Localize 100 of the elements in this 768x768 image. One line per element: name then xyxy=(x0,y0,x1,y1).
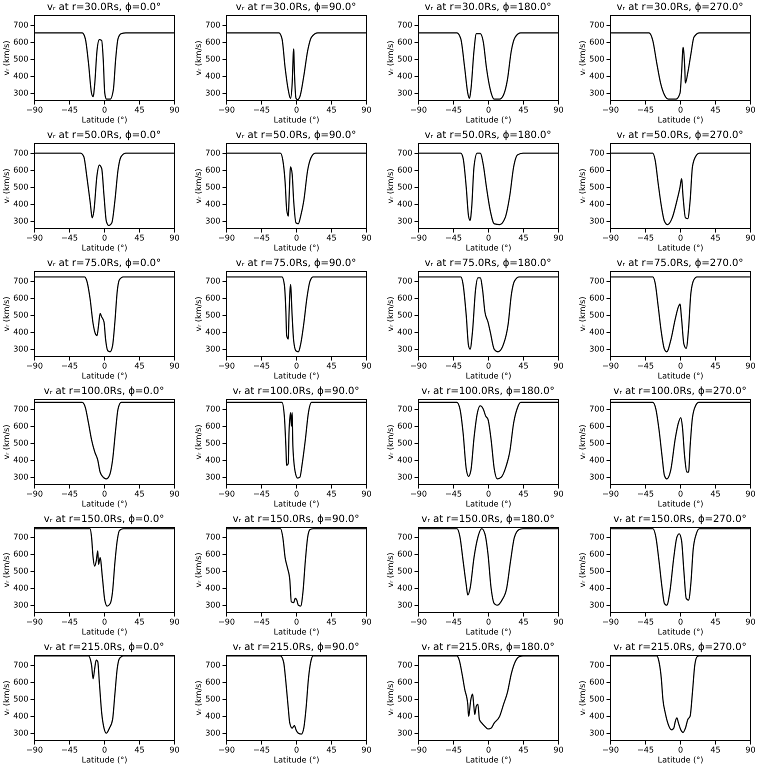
x-axis-title: Latitude (°) xyxy=(82,116,128,124)
x-tick-label: −90 xyxy=(410,362,427,370)
x-axis-title: Latitude (°) xyxy=(466,244,512,252)
x-tick-label: −45 xyxy=(445,618,462,626)
y-tick-label: 400 xyxy=(13,328,28,337)
x-tick-label: 0 xyxy=(486,618,492,626)
y-tick-label: 700 xyxy=(589,532,604,542)
x-tick-label: 90 xyxy=(553,234,564,242)
y-axis-title: vᵣ (km/s) xyxy=(386,552,396,588)
x-tick-label: 90 xyxy=(745,746,756,754)
x-tick-label: −45 xyxy=(637,234,654,242)
y-tick-label: 400 xyxy=(397,328,412,337)
x-axis-title: Latitude (°) xyxy=(82,244,128,252)
x-axis-title: Latitude (°) xyxy=(658,500,704,508)
chart-title: vᵣ at r=50.0Rs, ϕ=0.0° xyxy=(46,130,162,141)
y-axis-title: vᵣ (km/s) xyxy=(578,168,588,204)
chart-title: vᵣ at r=30.0Rs, ϕ=0.0° xyxy=(46,2,162,13)
y-tick-label: 300 xyxy=(397,472,412,482)
x-tick-label: 0 xyxy=(678,746,684,754)
chart-title: vᵣ at r=75.0Rs, ϕ=90.0° xyxy=(236,258,356,269)
y-tick-label: 400 xyxy=(397,72,412,81)
x-tick-label: −45 xyxy=(445,362,462,370)
y-tick-label: 500 xyxy=(205,438,220,448)
x-tick-label: −90 xyxy=(602,106,619,114)
x-tick-label: 90 xyxy=(169,106,180,114)
y-tick-label: 400 xyxy=(205,584,220,593)
x-tick-label: −90 xyxy=(410,234,427,242)
x-tick-label: −45 xyxy=(253,490,270,498)
x-tick-label: −45 xyxy=(445,490,462,498)
x-axis-title: Latitude (°) xyxy=(466,372,512,380)
x-tick-label: −90 xyxy=(602,234,619,242)
x-tick-label: −90 xyxy=(26,490,43,498)
y-tick-label: 300 xyxy=(589,88,604,98)
x-axis-title: Latitude (°) xyxy=(82,756,128,764)
x-tick-label: 45 xyxy=(710,234,721,242)
x-tick-label: 0 xyxy=(678,490,684,498)
y-tick-label: 600 xyxy=(397,678,412,687)
x-tick-label: 0 xyxy=(294,490,300,498)
y-tick-label: 700 xyxy=(13,532,28,542)
x-tick-label: 0 xyxy=(102,490,108,498)
x-tick-label: −45 xyxy=(61,618,78,626)
y-tick-label: 300 xyxy=(397,344,412,354)
y-tick-label: 500 xyxy=(397,694,412,704)
x-tick-label: −90 xyxy=(218,746,235,754)
y-tick-label: 400 xyxy=(397,456,412,465)
y-tick-label: 500 xyxy=(397,54,412,64)
x-tick-label: 0 xyxy=(678,618,684,626)
y-tick-label: 400 xyxy=(589,72,604,81)
x-tick-label: 0 xyxy=(102,362,108,370)
y-tick-label: 400 xyxy=(13,456,28,465)
x-tick-label: −45 xyxy=(637,746,654,754)
x-axis-title: Latitude (°) xyxy=(658,628,704,636)
x-axis-title: Latitude (°) xyxy=(274,628,320,636)
x-tick-label: 90 xyxy=(361,106,372,114)
x-axis-title: Latitude (°) xyxy=(658,372,704,380)
y-axis-title: vᵣ (km/s) xyxy=(2,680,12,716)
y-tick-label: 700 xyxy=(13,404,28,414)
chart-title: vᵣ at r=150.0Rs, ϕ=0.0° xyxy=(44,514,164,525)
y-tick-label: 700 xyxy=(397,148,412,158)
x-tick-label: 0 xyxy=(102,746,108,754)
x-axis-title: Latitude (°) xyxy=(274,116,320,124)
chart-title: vᵣ at r=215.0Rs, ϕ=270.0° xyxy=(613,642,747,653)
x-tick-label: 45 xyxy=(134,362,145,370)
x-axis-title: Latitude (°) xyxy=(274,756,320,764)
x-axis-title: Latitude (°) xyxy=(274,500,320,508)
y-tick-label: 300 xyxy=(205,344,220,354)
y-axis-title: vᵣ (km/s) xyxy=(386,168,396,204)
x-tick-label: 45 xyxy=(518,362,529,370)
y-tick-label: 500 xyxy=(13,182,28,192)
y-tick-label: 400 xyxy=(589,712,604,721)
x-tick-label: 0 xyxy=(486,362,492,370)
y-axis-title: vᵣ (km/s) xyxy=(578,424,588,460)
y-tick-label: 500 xyxy=(589,182,604,192)
x-tick-label: 45 xyxy=(710,490,721,498)
x-tick-label: −90 xyxy=(218,618,235,626)
y-tick-label: 600 xyxy=(205,550,220,559)
x-tick-label: 90 xyxy=(361,746,372,754)
y-tick-label: 600 xyxy=(205,294,220,303)
x-tick-label: 0 xyxy=(294,106,300,114)
y-axis-title: vᵣ (km/s) xyxy=(386,296,396,332)
x-tick-label: −90 xyxy=(218,234,235,242)
y-tick-label: 600 xyxy=(13,294,28,303)
y-tick-label: 400 xyxy=(205,328,220,337)
y-tick-label: 600 xyxy=(397,550,412,559)
y-tick-label: 500 xyxy=(13,694,28,704)
y-tick-label: 700 xyxy=(397,20,412,30)
x-tick-label: 90 xyxy=(553,746,564,754)
y-tick-label: 700 xyxy=(205,532,220,542)
x-tick-label: 45 xyxy=(710,746,721,754)
x-tick-label: 45 xyxy=(518,618,529,626)
y-axis-title: vᵣ (km/s) xyxy=(194,680,204,716)
y-tick-label: 300 xyxy=(589,344,604,354)
y-tick-label: 700 xyxy=(589,660,604,670)
chart-title: vᵣ at r=215.0Rs, ϕ=180.0° xyxy=(421,642,555,653)
y-tick-label: 300 xyxy=(397,600,412,610)
x-axis-title: Latitude (°) xyxy=(82,628,128,636)
y-tick-label: 500 xyxy=(205,182,220,192)
y-tick-label: 300 xyxy=(13,216,28,226)
y-tick-label: 400 xyxy=(589,584,604,593)
y-tick-label: 500 xyxy=(397,182,412,192)
